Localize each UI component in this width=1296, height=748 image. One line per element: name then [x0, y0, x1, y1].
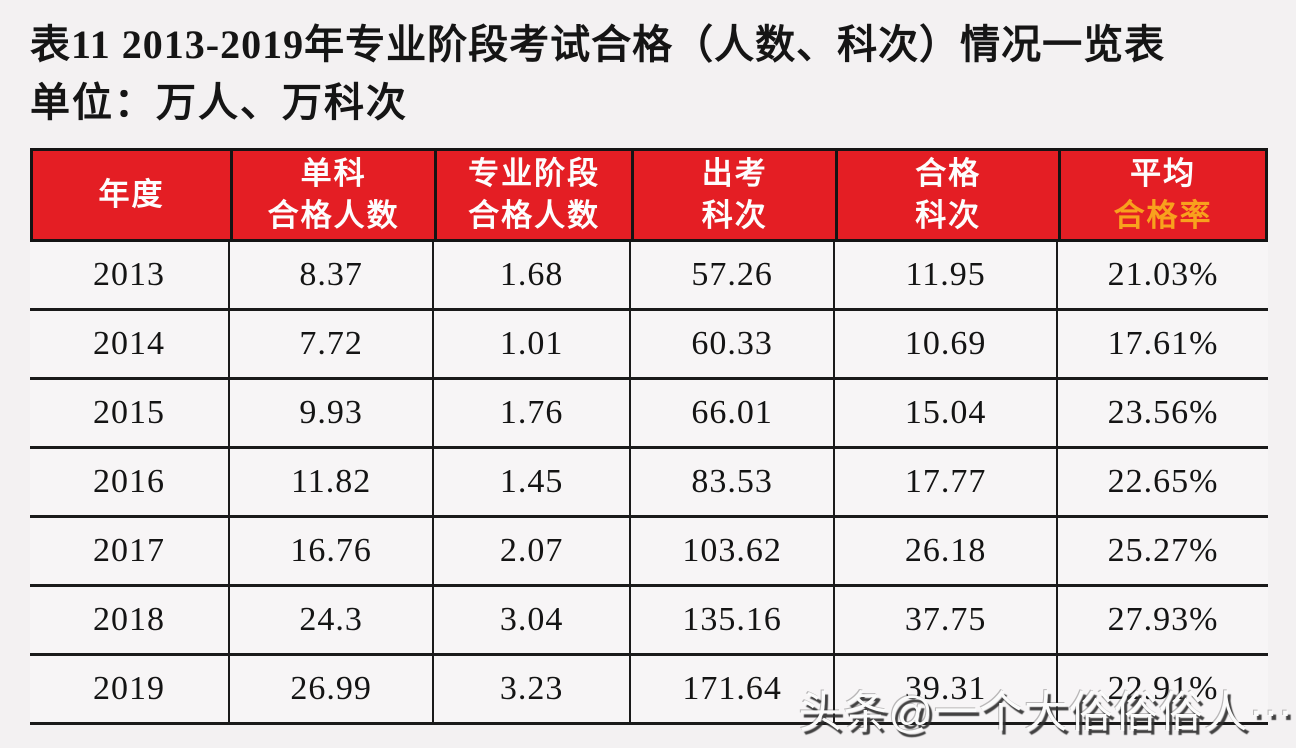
value-cell: 2.07: [432, 518, 629, 584]
header-cell-3-line-0: 出考: [701, 156, 768, 192]
table-row-2017: 2017 16.76 2.07 103.62 26.18 25.27%: [30, 518, 1268, 587]
header-cell-0-line-0: 年度: [98, 177, 165, 213]
year-cell: 2017: [93, 532, 166, 569]
value-cell: 22.65%: [1056, 449, 1268, 515]
year-cell: 2018: [93, 601, 166, 638]
value-cell: 23.56%: [1056, 380, 1268, 446]
header-cell-1-line-1: 合格人数: [267, 198, 400, 233]
value-cell: 11.95: [833, 242, 1056, 308]
table-body: 2013 8.37 1.68 57.26 11.95 21.03% 2014 7.72 1.01…: [30, 242, 1268, 725]
value-cell: 57.26: [629, 242, 833, 308]
header-cell-4-line-1: 科次: [915, 198, 982, 233]
table-row-2013: 2013 8.37 1.68 57.26 11.95 21.03%: [30, 242, 1268, 311]
value-cell: 25.27%: [1056, 518, 1268, 584]
table-row-2014: 2014 7.72 1.01 60.33 10.69 17.61%: [30, 311, 1268, 380]
header-cell-4: 合格 科次: [835, 151, 1058, 239]
value-cell: 8.37: [228, 242, 432, 308]
year-cell: 2019: [93, 670, 166, 707]
value-cell: 1.68: [432, 242, 629, 308]
header-cell-1-line-0: 单科: [300, 156, 367, 192]
value-cell: 1.01: [432, 311, 629, 377]
value-cell: 26.18: [833, 518, 1056, 584]
value-cell: 66.01: [629, 380, 833, 446]
table-title: 表11 2013-2019年专业阶段考试合格（人数、科次）情况一览表: [30, 22, 1166, 67]
value-cell: 17.77: [833, 449, 1056, 515]
data-table: 年度 单科 合格人数 专业阶段 合格人数 出考 科次 合格 科次 平均 合格率 2013 8.37 1.…: [30, 148, 1268, 725]
value-cell: 60.33: [629, 311, 833, 377]
value-cell: 1.76: [432, 380, 629, 446]
value-cell: 37.75: [833, 587, 1056, 653]
header-cell-2-line-0: 专业阶段: [468, 156, 601, 192]
header-cell-5: 平均 合格率: [1058, 151, 1265, 239]
value-cell: 1.45: [432, 449, 629, 515]
value-cell: 135.16: [629, 587, 833, 653]
header-cell-5-line-1: 合格率: [1113, 198, 1213, 233]
value-cell: 3.23: [432, 656, 629, 722]
value-cell: 3.04: [432, 587, 629, 653]
table-row-2018: 2018 24.3 3.04 135.16 37.75 27.93%: [30, 587, 1268, 656]
value-cell: 24.3: [228, 587, 432, 653]
value-cell: 7.72: [228, 311, 432, 377]
value-cell: 21.03%: [1056, 242, 1268, 308]
value-cell: 11.82: [228, 449, 432, 515]
year-cell: 2013: [93, 256, 166, 293]
year-cell: 2016: [93, 463, 166, 500]
value-cell: 26.99: [228, 656, 432, 722]
header-cell-2-line-1: 合格人数: [468, 198, 601, 233]
value-cell: 10.69: [833, 311, 1056, 377]
table-row-2019: 2019 26.99 3.23 171.64 39.31 22.91%: [30, 656, 1268, 722]
value-cell: 103.62: [629, 518, 833, 584]
value-cell: 171.64: [629, 656, 833, 722]
header-cell-2: 专业阶段 合格人数: [434, 151, 631, 239]
value-cell: 9.93: [228, 380, 432, 446]
year-cell: 2015: [93, 394, 166, 431]
value-cell: 39.31: [833, 656, 1056, 722]
value-cell: 17.61%: [1056, 311, 1268, 377]
value-cell: 83.53: [629, 449, 833, 515]
header-cell-0: 年度: [33, 151, 230, 239]
header-cell-3: 出考 科次: [631, 151, 835, 239]
value-cell: 22.91%: [1056, 656, 1268, 722]
header-cell-5-line-0: 平均: [1130, 156, 1197, 192]
value-cell: 27.93%: [1056, 587, 1268, 653]
table-row-2016: 2016 11.82 1.45 83.53 17.77 22.65%: [30, 449, 1268, 518]
year-cell: 2014: [93, 325, 166, 362]
table-row-2015: 2015 9.93 1.76 66.01 15.04 23.56%: [30, 380, 1268, 449]
table-unit-note: 单位：万人、万科次: [30, 80, 408, 125]
value-cell: 16.76: [228, 518, 432, 584]
value-cell: 15.04: [833, 380, 1056, 446]
header-cell-3-line-1: 科次: [701, 198, 768, 233]
table-header-row: 年度 单科 合格人数 专业阶段 合格人数 出考 科次 合格 科次 平均 合格率: [30, 148, 1268, 242]
header-cell-1: 单科 合格人数: [230, 151, 434, 239]
header-cell-4-line-0: 合格: [915, 156, 982, 192]
